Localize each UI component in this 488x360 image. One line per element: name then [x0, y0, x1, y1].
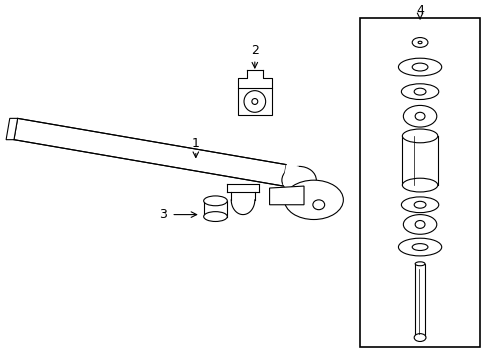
Text: 4: 4 [415, 4, 423, 18]
Ellipse shape [417, 41, 421, 44]
Ellipse shape [244, 91, 265, 112]
Ellipse shape [413, 88, 425, 95]
Ellipse shape [411, 37, 427, 48]
Bar [414, 264, 424, 338]
Polygon shape [14, 118, 285, 186]
Ellipse shape [411, 244, 427, 251]
Ellipse shape [312, 200, 324, 210]
Ellipse shape [203, 212, 227, 221]
Ellipse shape [403, 215, 436, 234]
Text: 1: 1 [191, 137, 199, 150]
Text: 2: 2 [250, 44, 258, 57]
Ellipse shape [413, 201, 425, 208]
Ellipse shape [284, 180, 343, 220]
Text: 3: 3 [159, 208, 167, 221]
Ellipse shape [251, 99, 257, 104]
Ellipse shape [413, 334, 425, 342]
Polygon shape [6, 118, 18, 140]
Ellipse shape [414, 262, 424, 266]
Ellipse shape [411, 63, 427, 71]
Polygon shape [282, 165, 299, 186]
Ellipse shape [403, 105, 436, 127]
Ellipse shape [401, 197, 438, 213]
Ellipse shape [402, 129, 437, 143]
Ellipse shape [203, 196, 227, 206]
Polygon shape [269, 186, 304, 205]
Ellipse shape [398, 238, 441, 256]
Ellipse shape [281, 166, 316, 194]
Ellipse shape [398, 58, 441, 76]
Ellipse shape [414, 112, 424, 120]
Ellipse shape [414, 220, 424, 228]
Ellipse shape [402, 178, 437, 192]
Bar [359, 18, 479, 347]
Ellipse shape [401, 84, 438, 99]
Bar [238, 88, 271, 115]
